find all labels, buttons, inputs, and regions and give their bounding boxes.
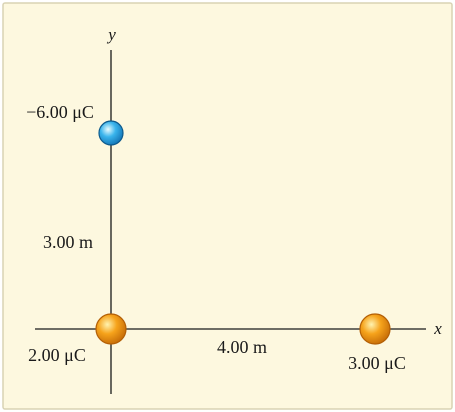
y-axis-label: y (106, 25, 116, 44)
negative-charge (98, 120, 124, 146)
vertical-distance-label: 3.00 m (43, 232, 93, 252)
horizontal-distance-label: 4.00 m (217, 337, 267, 357)
x-axis-label: x (433, 319, 442, 338)
origin-charge-label: 2.00 μC (28, 345, 86, 365)
origin-charge (95, 313, 127, 345)
right-charge (359, 313, 391, 345)
negative-charge-label: −6.00 μC (26, 102, 94, 122)
right-charge-label: 3.00 μC (348, 353, 406, 373)
